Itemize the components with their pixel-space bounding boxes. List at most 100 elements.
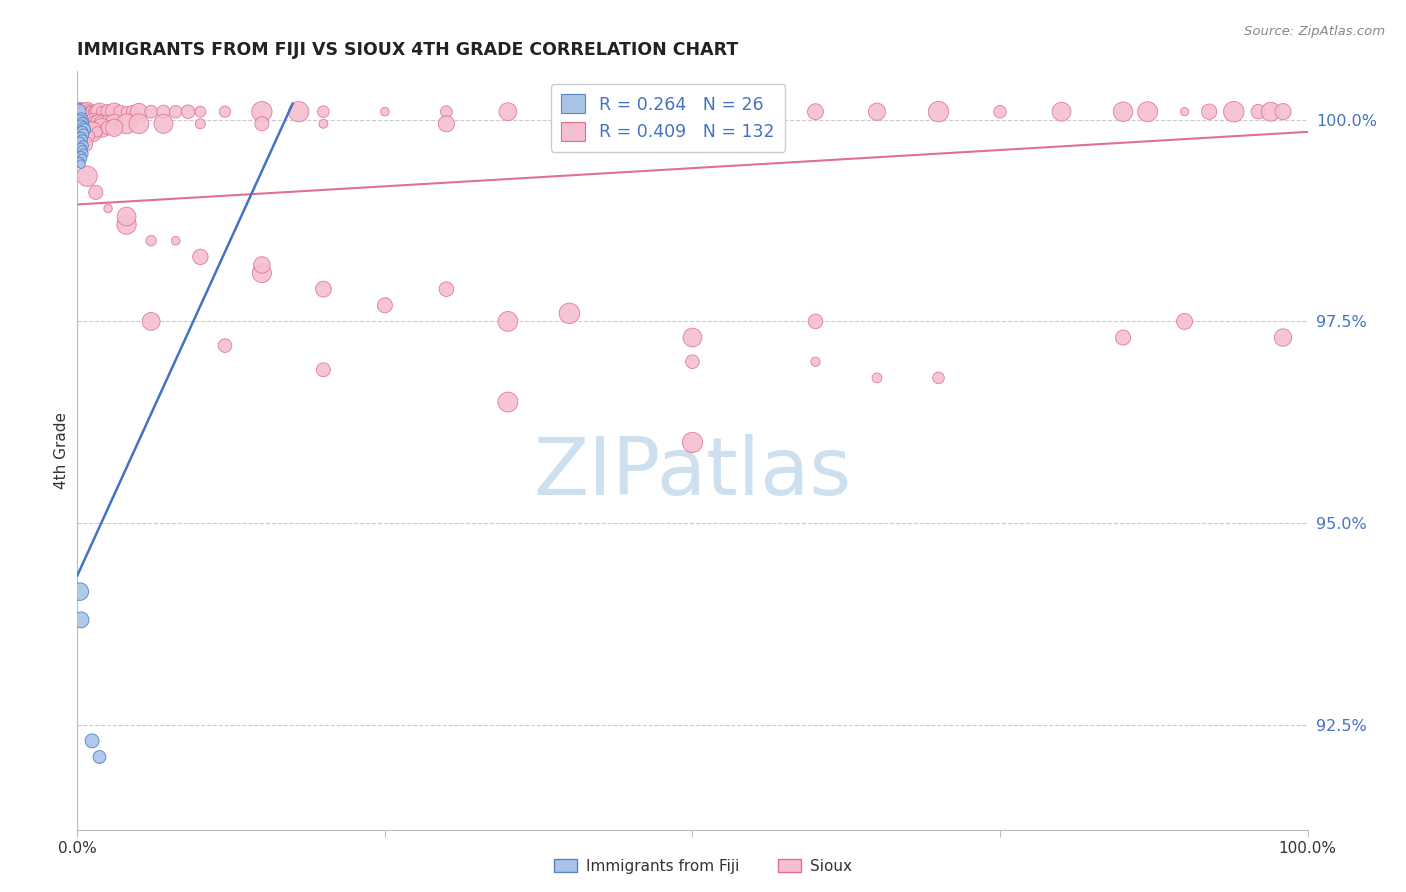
Point <box>75 128 97 143</box>
Point <box>76 169 98 184</box>
Point <box>73 136 96 151</box>
Point <box>89 117 111 131</box>
Point <box>250 266 273 280</box>
Point <box>83 104 105 119</box>
Point <box>103 120 125 135</box>
Point <box>70 112 93 127</box>
Point <box>82 125 104 139</box>
Point <box>312 117 335 131</box>
Point <box>1260 104 1282 119</box>
Point <box>67 104 90 119</box>
Point <box>214 104 236 119</box>
Point <box>70 119 93 133</box>
Point <box>70 613 93 627</box>
Point <box>250 258 273 272</box>
Point <box>72 117 94 131</box>
Point <box>72 128 94 142</box>
Point <box>69 136 91 150</box>
Point <box>682 435 704 450</box>
Point <box>70 117 93 131</box>
Point <box>79 120 101 135</box>
Point <box>77 104 100 119</box>
Point <box>214 338 236 352</box>
Point <box>866 371 889 385</box>
Point <box>69 125 91 139</box>
Point <box>288 104 311 119</box>
Point <box>374 104 396 119</box>
Point <box>682 117 704 131</box>
Point <box>1247 104 1270 119</box>
Point <box>73 120 96 135</box>
Point <box>70 157 93 171</box>
Point <box>75 104 97 119</box>
Point <box>82 734 104 748</box>
Point <box>72 146 94 161</box>
Point <box>75 838 97 853</box>
Point <box>436 117 458 131</box>
Point <box>141 104 163 119</box>
Point <box>73 104 96 119</box>
Legend: R = 0.264   N = 26, R = 0.409   N = 132: R = 0.264 N = 26, R = 0.409 N = 132 <box>551 84 785 152</box>
Point <box>152 117 174 131</box>
Point <box>72 125 94 139</box>
Point <box>804 314 827 328</box>
Point <box>69 114 91 128</box>
Point <box>70 117 93 131</box>
Point <box>86 104 108 119</box>
Point <box>69 584 91 599</box>
Point <box>103 117 125 131</box>
Point <box>682 330 704 344</box>
Point <box>70 149 93 163</box>
Point <box>1112 104 1135 119</box>
Text: Source: ZipAtlas.com: Source: ZipAtlas.com <box>1244 25 1385 38</box>
Point <box>70 152 93 166</box>
Point <box>70 120 93 135</box>
Point <box>988 104 1011 119</box>
Point <box>115 210 138 224</box>
Point <box>866 104 889 119</box>
Point <box>141 234 163 248</box>
Point <box>70 136 93 151</box>
Point <box>89 750 111 764</box>
Point <box>70 133 93 147</box>
Point <box>72 104 94 119</box>
Point <box>110 104 132 119</box>
Point <box>86 125 108 139</box>
Point <box>115 218 138 232</box>
Point <box>250 117 273 131</box>
Point <box>69 104 91 119</box>
Legend: Immigrants from Fiji, Sioux: Immigrants from Fiji, Sioux <box>548 853 858 880</box>
Point <box>76 104 98 119</box>
Point <box>72 855 94 869</box>
Point <box>1112 330 1135 344</box>
Point <box>67 104 90 119</box>
Point <box>165 104 187 119</box>
Point <box>90 104 114 119</box>
Point <box>188 117 212 131</box>
Point <box>70 125 93 139</box>
Point <box>1223 104 1246 119</box>
Point <box>72 138 94 153</box>
Point <box>75 117 97 131</box>
Point <box>141 314 163 328</box>
Point <box>312 104 335 119</box>
Point <box>84 120 107 135</box>
Point <box>115 117 138 131</box>
Point <box>97 120 120 135</box>
Point <box>436 104 458 119</box>
Point <box>804 104 827 119</box>
Point <box>79 128 101 143</box>
Point <box>70 128 93 143</box>
Point <box>90 120 114 135</box>
Point <box>1174 104 1197 119</box>
Point <box>115 104 138 119</box>
Point <box>1198 104 1220 119</box>
Point <box>72 120 94 135</box>
Point <box>97 117 120 131</box>
Point <box>89 104 111 119</box>
Point <box>620 104 643 119</box>
Point <box>804 355 827 369</box>
Text: ZIPatlas: ZIPatlas <box>533 434 852 512</box>
Point <box>70 130 93 145</box>
Point <box>436 282 458 296</box>
